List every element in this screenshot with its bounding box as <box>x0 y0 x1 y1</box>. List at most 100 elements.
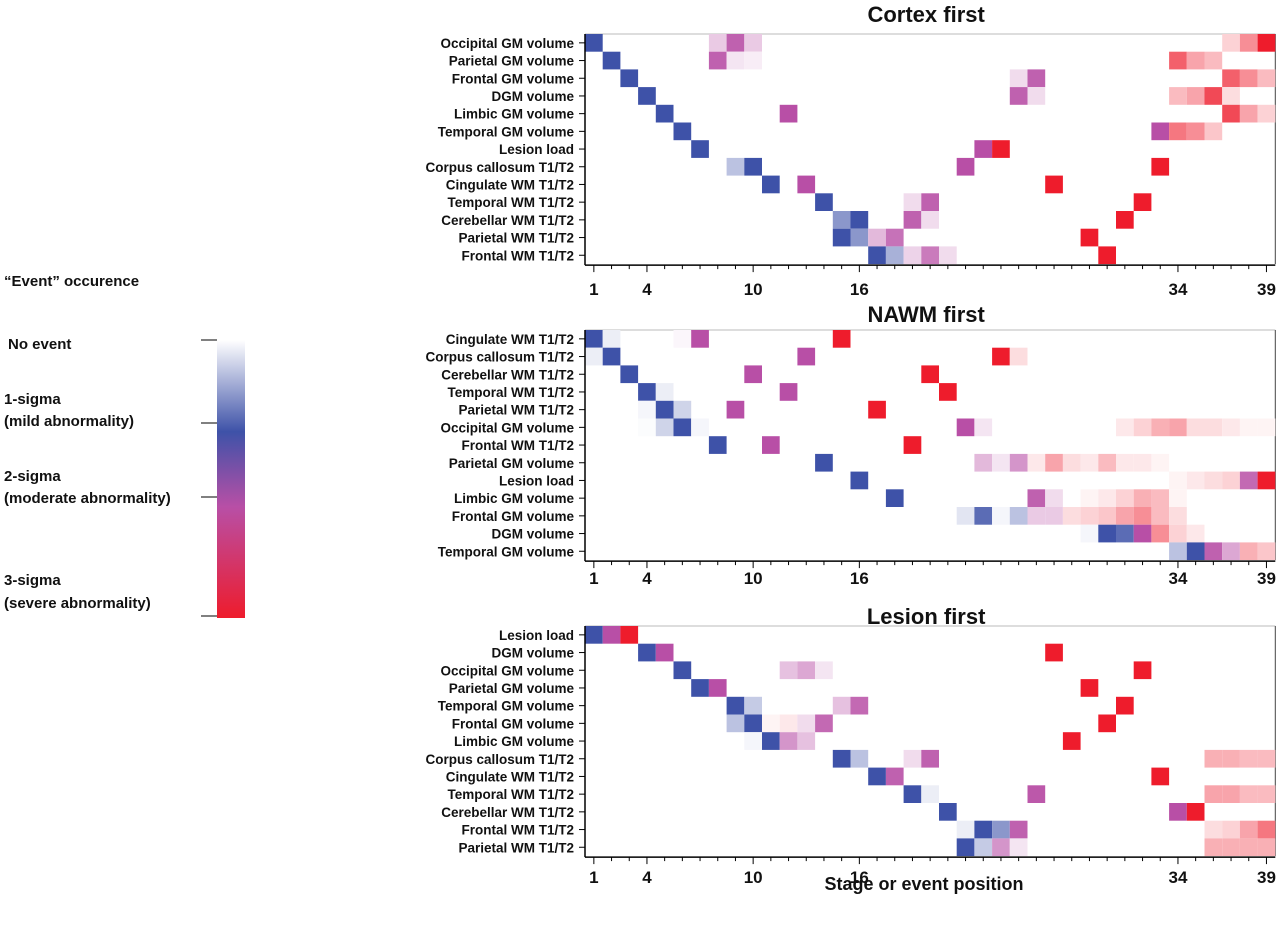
heatmap-cell <box>1027 507 1046 525</box>
x-tick-label: 39 <box>1257 569 1276 588</box>
heatmap-cell <box>1027 785 1046 803</box>
heatmap-cell <box>726 714 745 733</box>
heatmap-cell <box>885 228 904 247</box>
heatmap-cell <box>832 330 851 348</box>
heatmap-cell <box>921 211 939 229</box>
heatmap-cell <box>638 383 656 401</box>
heatmap-cell <box>744 714 762 733</box>
heatmap-cell <box>602 347 621 366</box>
heatmap-cell <box>1133 453 1152 472</box>
heatmap-cell <box>832 228 851 247</box>
heatmap-cell <box>1133 489 1152 507</box>
heatmap-cell <box>885 246 904 265</box>
heatmap-cell <box>1257 418 1276 437</box>
heatmap-cell <box>1186 542 1205 561</box>
heatmap-cell <box>1151 418 1170 437</box>
row-label: Cerebellar WM T1/T2 <box>441 805 574 820</box>
heatmap-cell <box>974 838 993 857</box>
row-label: Temporal GM volume <box>438 699 575 714</box>
heatmap-cell <box>1169 489 1187 507</box>
heatmap-cell <box>868 228 886 247</box>
row-label: Parietal WM T1/T2 <box>458 840 574 855</box>
row-label: Cingulate WM T1/T2 <box>446 177 574 192</box>
heatmap-cell <box>1169 471 1187 490</box>
row-label: Frontal GM volume <box>452 716 575 731</box>
heatmap-cell <box>585 626 603 644</box>
heatmap-cell <box>1098 246 1116 265</box>
heatmap-cell <box>974 140 993 158</box>
row-label: Temporal GM volume <box>438 544 575 559</box>
heatmap-cell <box>1257 838 1276 857</box>
heatmap-cell <box>1151 157 1170 176</box>
heatmap-cell <box>762 436 780 454</box>
heatmap-cell <box>1186 803 1205 821</box>
heatmap-cell <box>850 228 869 247</box>
heatmap-cell <box>815 714 833 733</box>
heatmap-cell <box>797 347 816 366</box>
heatmap-cell <box>1009 820 1028 839</box>
heatmap-cell <box>939 803 957 821</box>
legend-2sigma-desc: (moderate abnormality) <box>4 490 171 507</box>
heatmap-cell <box>992 453 1010 472</box>
legend-1sigma-desc: (mild abnormality) <box>4 413 135 430</box>
legend-title: “Event” occurence <box>4 273 140 290</box>
heatmap-cell <box>1222 87 1240 105</box>
heatmap-cell <box>602 51 621 70</box>
legend-2sigma-label: 2-sigma <box>4 468 61 485</box>
heatmap-cell <box>797 175 816 194</box>
row-label: Cerebellar WM T1/T2 <box>441 213 574 228</box>
heatmap-cell <box>1204 542 1223 561</box>
heatmap-cell <box>1257 785 1276 803</box>
row-label: Temporal WM T1/T2 <box>447 195 574 210</box>
heatmap-cell <box>620 69 639 88</box>
heatmap-cell <box>762 732 780 750</box>
heatmap-cell <box>1009 507 1028 525</box>
heatmap-cell <box>1169 418 1187 437</box>
heatmap-cell <box>1186 87 1205 105</box>
heatmap-cell <box>1169 87 1187 105</box>
heatmap-cell <box>1222 749 1240 768</box>
heatmap-cell <box>1080 228 1099 247</box>
heatmap-cell <box>1009 347 1028 366</box>
heatmap-cell <box>602 626 621 644</box>
heatmap-cell <box>1169 542 1187 561</box>
row-label: DGM volume <box>491 646 574 661</box>
heatmap-cell <box>691 140 709 158</box>
heatmap-cell <box>956 157 975 176</box>
row-label: Parietal GM volume <box>449 681 575 696</box>
heatmap-cell <box>1080 489 1099 507</box>
heatmap-cell <box>850 211 869 229</box>
heatmap-cell <box>779 104 798 123</box>
heatmap-cell <box>956 820 975 839</box>
panel-nawm-first: NAWM first Cingulate WM T1/T2 Corpus callo… <box>425 302 1275 588</box>
heatmap-cell <box>708 51 727 70</box>
heatmap-cell <box>1151 489 1170 507</box>
panel-title: NAWM first <box>867 302 985 327</box>
heatmap-cell <box>921 246 939 265</box>
heatmap-cell <box>1239 104 1258 123</box>
heatmap-cell <box>1204 749 1223 768</box>
heatmap-cell <box>885 489 904 507</box>
row-label: Cingulate WM T1/T2 <box>446 769 574 784</box>
heatmap-cell <box>1186 51 1205 70</box>
row-label: Lesion load <box>499 473 574 488</box>
heatmap-cell <box>850 471 869 490</box>
heatmap-cell <box>1009 453 1028 472</box>
heatmap-cell <box>1133 661 1152 680</box>
heatmap-cell <box>850 749 869 768</box>
heatmap-cell <box>1080 453 1099 472</box>
row-label: Parietal GM volume <box>449 456 575 471</box>
panel-lesion-first: Lesion first Lesion load DGM volume Occipit… <box>425 604 1275 887</box>
heatmap-cell <box>1186 471 1205 490</box>
heatmap-cell <box>903 436 922 454</box>
row-label: Corpus callosum T1/T2 <box>425 350 574 365</box>
heatmap-cell <box>1186 418 1205 437</box>
heatmap-cell <box>762 714 780 733</box>
x-tick-label: 10 <box>744 280 763 299</box>
heatmap-cell <box>1151 767 1170 786</box>
heatmap-cell <box>1257 471 1276 490</box>
row-label: Parietal WM T1/T2 <box>458 231 574 246</box>
panel-title: Cortex first <box>867 2 985 27</box>
heatmap-cell <box>1222 418 1240 437</box>
